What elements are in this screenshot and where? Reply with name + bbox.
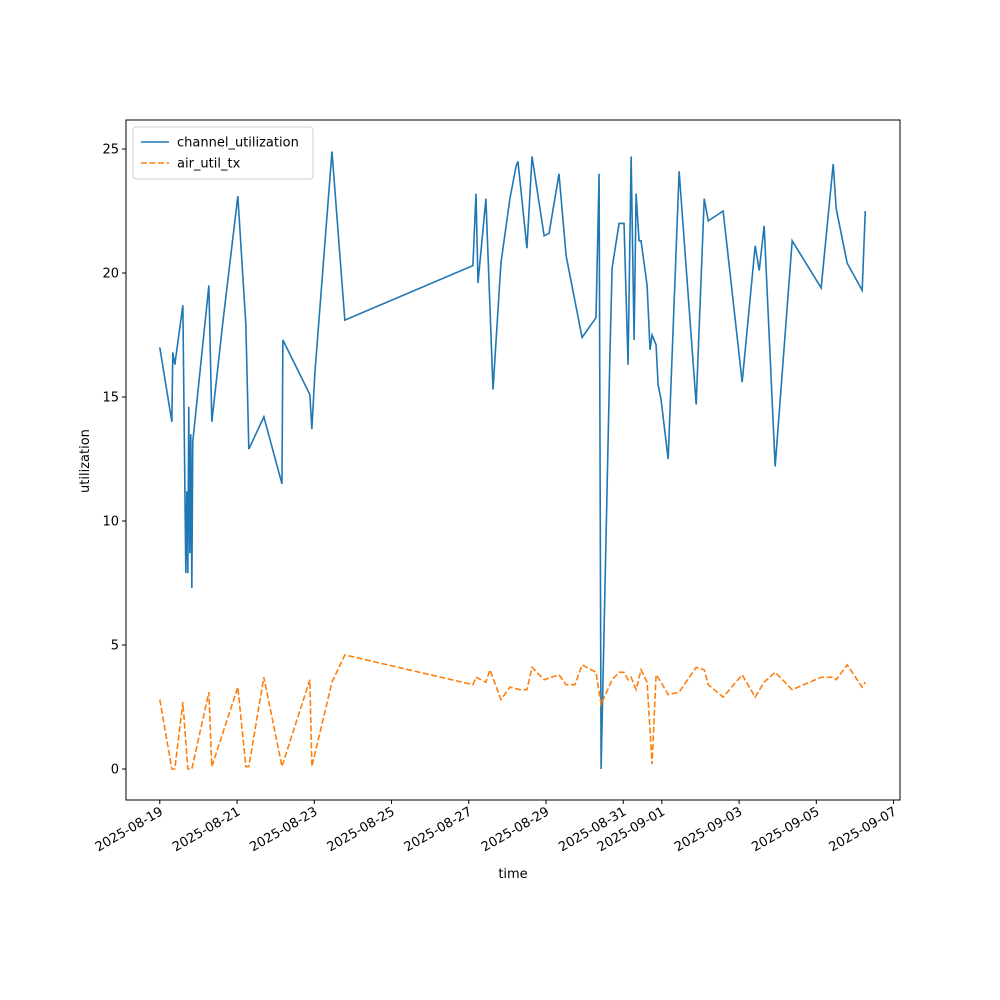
plot-frame <box>125 119 901 801</box>
y-tick-label: 20 <box>102 267 119 282</box>
y-tick-label: 15 <box>102 391 119 406</box>
legend-label: air_util_tx <box>177 157 241 172</box>
series-line <box>159 653 866 770</box>
y-tick-label: 10 <box>102 515 119 530</box>
y-tick-label: 0 <box>111 763 119 778</box>
y-tick-label: 25 <box>102 143 119 158</box>
y-axis-label: utilization <box>78 429 93 493</box>
series-line <box>159 151 867 770</box>
legend-box <box>132 126 314 180</box>
x-axis-label: time <box>498 867 527 882</box>
legend-label: channel_utilization <box>177 136 299 151</box>
y-tick-label: 5 <box>111 639 119 654</box>
